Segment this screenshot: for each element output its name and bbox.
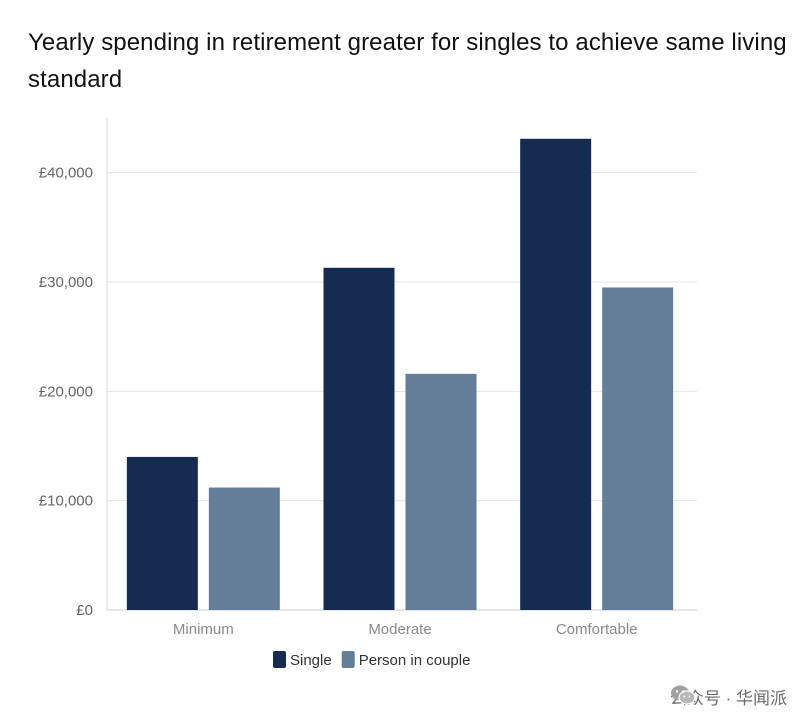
chart-title: Yearly spending in retirement greater fo… [28, 29, 787, 93]
legend-label: Person in couple [359, 652, 471, 669]
x-tick-label: Moderate [368, 621, 431, 638]
x-tick-label: Minimum [173, 621, 234, 638]
x-axis: Minimum Moderate Comfortable [173, 621, 638, 638]
legend: Single Person in couple [273, 651, 470, 669]
y-tick-label: £40,000 [39, 165, 93, 182]
wechat-icon [670, 685, 696, 705]
y-tick-label: £30,000 [39, 274, 93, 291]
bar-single-minimum [126, 456, 198, 610]
watermark: 公众号 · 华闻派 [670, 684, 787, 709]
y-axis: £0 £10,000 £20,000 £30,000 £40,000 [39, 118, 108, 619]
y-tick-label: £10,000 [39, 493, 93, 510]
bar-single-comfortable [520, 138, 592, 611]
bar-person-in-couple-comfortable [602, 287, 674, 610]
gridlines [107, 172, 697, 611]
legend-swatch [273, 651, 286, 668]
bar-single-moderate [323, 267, 395, 610]
bar-person-in-couple-minimum [208, 487, 280, 610]
bar-person-in-couple-moderate [405, 373, 477, 610]
bars [126, 138, 674, 611]
x-tick-label: Comfortable [556, 621, 638, 638]
legend-swatch [341, 651, 355, 668]
y-tick-label: £20,000 [39, 383, 93, 400]
watermark-text: 公众号 · 华闻派 [669, 689, 787, 708]
y-tick-label: £0 [76, 602, 93, 619]
legend-label: Single [290, 652, 332, 669]
